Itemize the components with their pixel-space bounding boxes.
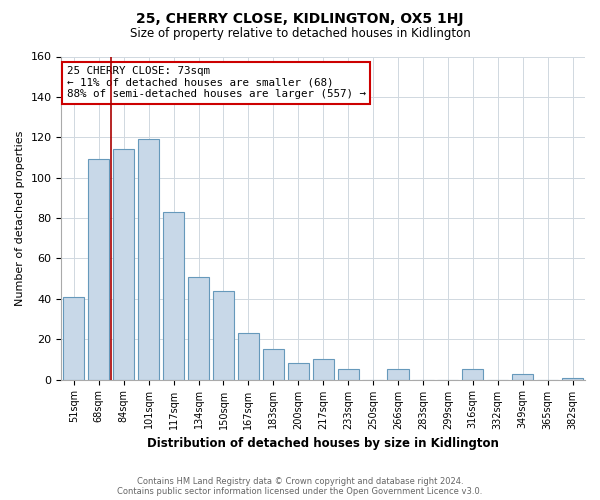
Text: 25, CHERRY CLOSE, KIDLINGTON, OX5 1HJ: 25, CHERRY CLOSE, KIDLINGTON, OX5 1HJ [136,12,464,26]
Bar [238,333,259,380]
Bar [562,378,583,380]
Bar [88,160,109,380]
Bar [313,360,334,380]
Bar [512,374,533,380]
Bar [388,370,409,380]
Bar [462,370,484,380]
Bar [63,297,85,380]
Bar [163,212,184,380]
Bar [338,370,359,380]
Text: 25 CHERRY CLOSE: 73sqm
← 11% of detached houses are smaller (68)
88% of semi-det: 25 CHERRY CLOSE: 73sqm ← 11% of detached… [67,66,365,100]
Bar [287,364,309,380]
Bar [188,276,209,380]
Bar [263,350,284,380]
Bar [113,150,134,380]
Text: Size of property relative to detached houses in Kidlington: Size of property relative to detached ho… [130,28,470,40]
Text: Contains HM Land Registry data © Crown copyright and database right 2024.
Contai: Contains HM Land Registry data © Crown c… [118,476,482,496]
X-axis label: Distribution of detached houses by size in Kidlington: Distribution of detached houses by size … [147,437,499,450]
Y-axis label: Number of detached properties: Number of detached properties [15,130,25,306]
Bar [138,140,159,380]
Bar [213,290,234,380]
